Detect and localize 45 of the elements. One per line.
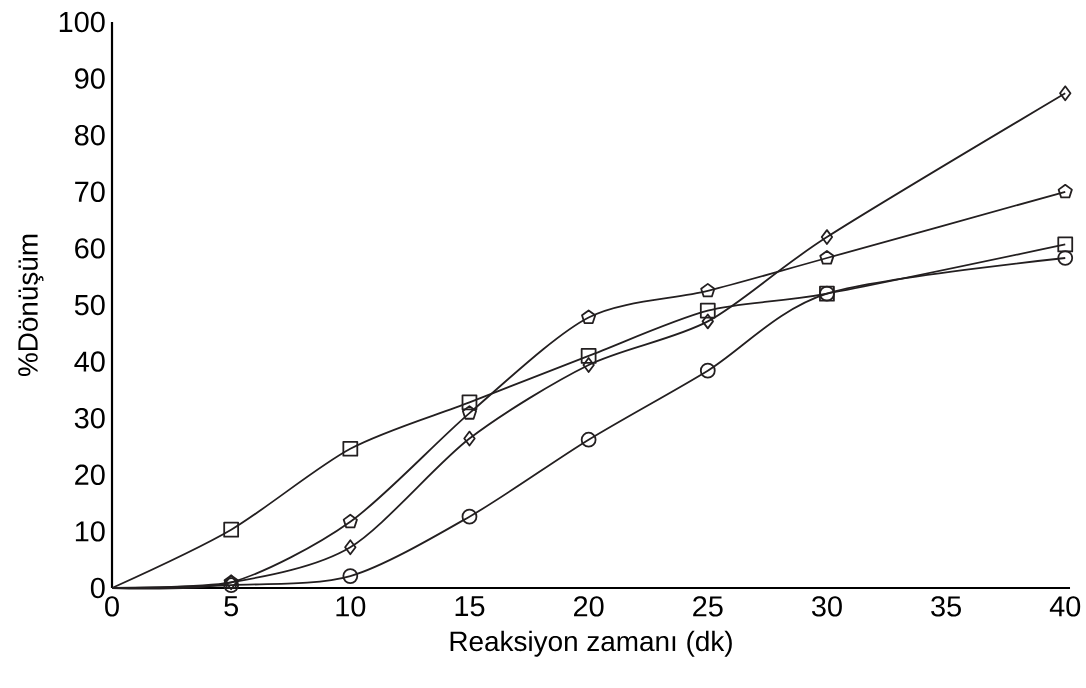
y-tick-label: 50	[74, 294, 105, 316]
y-tick-label: 30	[74, 407, 105, 429]
x-tick-label: 30	[811, 596, 842, 617]
point	[1057, 183, 1073, 199]
point	[699, 362, 716, 379]
x-tick-label: 40	[1049, 596, 1081, 617]
point	[1057, 250, 1074, 266]
point	[701, 313, 714, 330]
point	[582, 357, 595, 373]
y-tick-label: 20	[75, 464, 105, 486]
x-axis-title: Reaksiyon zamanı (dk)	[450, 630, 732, 657]
x-tick-label: 15	[455, 596, 485, 617]
x-tick-label: 5	[224, 596, 238, 617]
y-tick-label: 0	[90, 577, 105, 599]
x-tick-label: 35	[931, 596, 961, 617]
point	[342, 568, 359, 584]
y-tick-label: 60	[75, 238, 105, 259]
x-tick-label: 20	[574, 596, 604, 617]
point	[344, 539, 357, 556]
point	[580, 348, 597, 364]
point	[699, 302, 716, 319]
y-axis-title: %Dönüşüm	[18, 234, 44, 377]
y-tick-label: 70	[75, 181, 105, 203]
point	[819, 250, 835, 265]
x-tick-label: 0	[105, 596, 119, 617]
point	[342, 440, 359, 457]
point	[463, 430, 476, 447]
x-tick-label: 10	[336, 596, 366, 617]
y-tick-label: 40	[74, 351, 105, 372]
x-tick-label: 25	[693, 596, 723, 617]
point	[223, 521, 240, 538]
y-tick-label: 90	[75, 68, 105, 89]
point	[342, 513, 358, 529]
point	[580, 431, 597, 448]
point	[1059, 85, 1072, 102]
y-tick-label: 10	[75, 521, 105, 542]
point	[581, 309, 597, 324]
point	[820, 229, 834, 245]
point	[461, 508, 478, 525]
y-tick-label: 80	[74, 124, 105, 146]
y-tick-label: 100	[59, 11, 105, 33]
point	[1057, 236, 1074, 253]
point	[700, 282, 716, 298]
point	[461, 394, 478, 411]
point	[461, 405, 478, 420]
